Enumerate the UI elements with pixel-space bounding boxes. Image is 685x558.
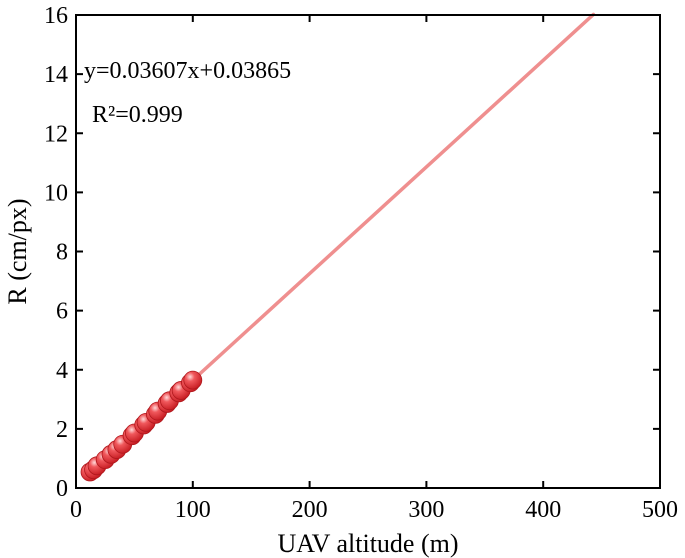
x-tick-label: 100 (175, 497, 211, 523)
y-tick-label: 4 (56, 358, 68, 384)
y-tick-label: 6 (56, 299, 68, 325)
x-tick-label: 300 (408, 497, 444, 523)
y-axis-title: R (cm/px) (3, 198, 32, 304)
regression-equation: y=0.03607x+0.03865 (84, 58, 291, 84)
x-axis-title: UAV altitude (m) (277, 529, 458, 558)
y-tick-label: 2 (56, 417, 68, 443)
y-tick-label: 8 (56, 240, 68, 266)
y-tick-label: 0 (56, 476, 68, 502)
y-tick-label: 16 (44, 3, 68, 29)
r-squared-label: R²=0.999 (92, 102, 183, 128)
y-tick-label: 14 (44, 62, 68, 88)
x-tick-label: 400 (525, 497, 561, 523)
x-tick-label: 500 (642, 497, 678, 523)
x-tick-label: 200 (292, 497, 328, 523)
y-tick-label: 10 (44, 180, 68, 206)
x-tick-label: 0 (70, 497, 82, 523)
y-tick-label: 12 (44, 121, 68, 147)
data-point (183, 370, 203, 390)
